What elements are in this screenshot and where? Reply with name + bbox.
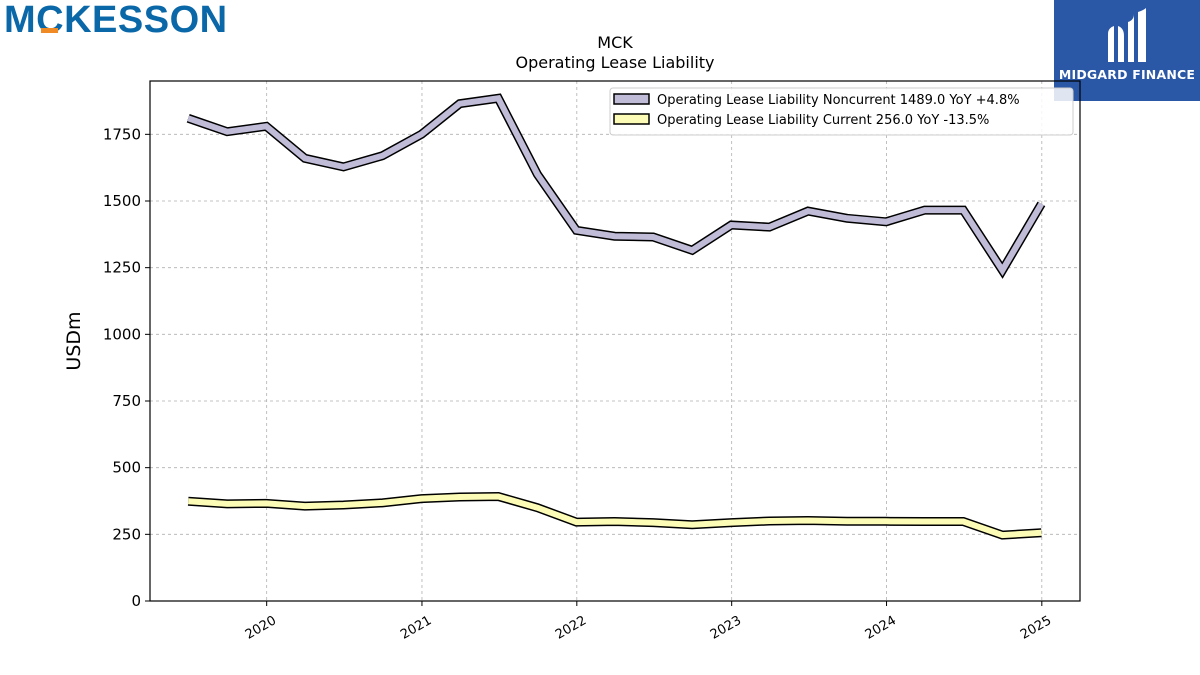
x-tick-label: 2024 [863,613,899,643]
legend-box [609,87,1074,136]
x-axis: 2020 2021 2022 2023 2024 2025 [243,601,1054,643]
legend: Operating Lease Liability Noncurrent 148… [609,87,1074,136]
company-logo-text: MCKESSON [4,0,228,41]
company-logo: MCKESSON [4,0,228,40]
series-0-line [187,95,1044,277]
x-tick-label: 2021 [398,613,434,643]
legend-label-1: Operating Lease Liability Current 256.0 … [657,113,989,128]
plot-frame [149,80,1081,602]
y-tick-label: 0 [131,592,141,610]
y-axis-label: USDm [63,311,85,370]
y-tick-label: 1000 [103,325,141,343]
partner-logo: MIDGARD FINANCE [1054,0,1200,101]
y-tick-label: 750 [112,392,141,410]
legend-label-0: Operating Lease Liability Noncurrent 148… [657,93,1020,108]
y-tick-label: 1250 [103,259,141,277]
x-tick-label: 2025 [1018,613,1054,643]
legend-swatch-0 [613,93,650,105]
y-tick-label: 250 [112,525,141,543]
y-tick-label: 1500 [103,192,141,210]
logo-accent-bar [41,28,58,33]
legend-swatch-1 [613,113,650,125]
series-1-line-outline [187,491,1042,540]
partner-name: MIDGARD FINANCE [1058,67,1196,82]
x-tick-label: 2020 [243,613,279,643]
x-tick-label: 2023 [708,613,744,643]
y-tick-label: 1750 [103,125,141,143]
chart-subtitle: Operating Lease Liability [515,53,714,72]
series-layer [186,93,1046,540]
partner-mark-icon [1108,8,1146,62]
series-1-line [188,493,1042,539]
x-tick-label: 2022 [553,613,589,643]
y-axis: 0 250 500 750 1000 1250 1500 1750 [103,125,150,610]
chart-title: MCK [597,33,633,52]
y-tick-label: 500 [112,459,141,477]
